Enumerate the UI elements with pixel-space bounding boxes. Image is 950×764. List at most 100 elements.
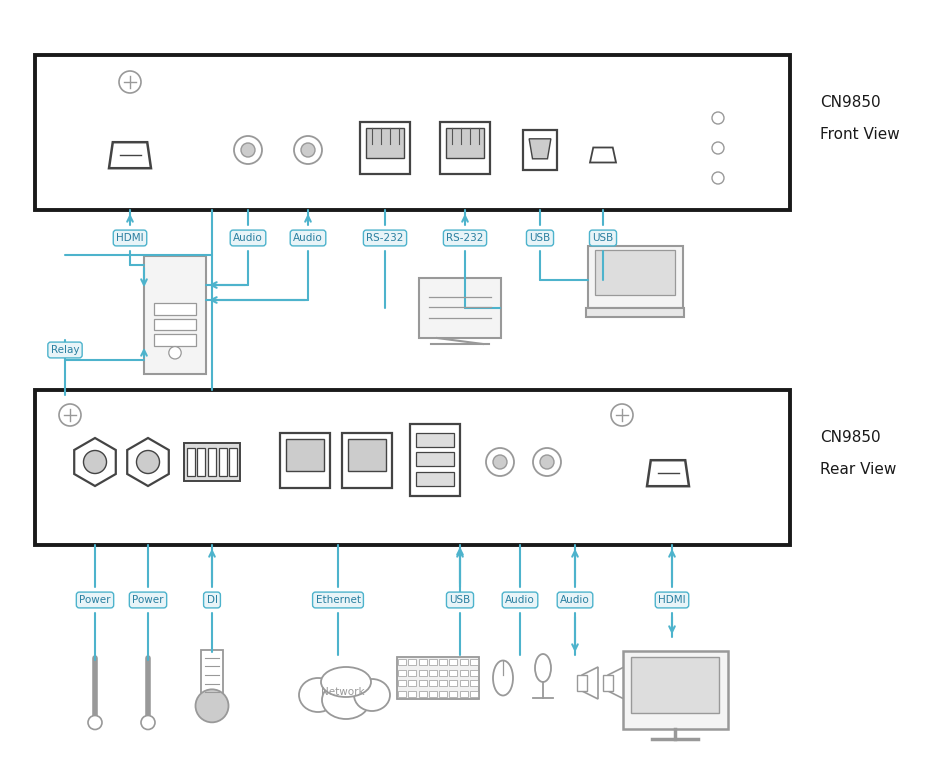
Ellipse shape [354, 679, 390, 711]
Circle shape [84, 451, 106, 474]
Bar [360, 122, 410, 174]
Bar [154, 334, 196, 345]
Bar [35, 55, 790, 210]
Circle shape [712, 142, 724, 154]
Bar [187, 448, 195, 477]
Text: USB: USB [593, 233, 614, 243]
Bar [280, 432, 330, 487]
Text: Relay: Relay [50, 345, 79, 355]
Bar [446, 128, 484, 158]
Text: RS-232: RS-232 [446, 233, 484, 243]
Text: HDMI: HDMI [658, 595, 686, 605]
Bar [449, 691, 458, 697]
Text: Network: Network [321, 687, 365, 697]
Polygon shape [529, 139, 551, 159]
Bar [218, 448, 227, 477]
Text: Audio: Audio [505, 595, 535, 605]
Bar [595, 251, 674, 295]
Text: CN9850: CN9850 [820, 429, 881, 445]
Circle shape [301, 143, 315, 157]
Circle shape [294, 136, 322, 164]
Circle shape [141, 716, 155, 730]
Bar [439, 659, 447, 665]
Bar [470, 659, 478, 665]
Polygon shape [127, 438, 169, 486]
Bar [439, 670, 447, 675]
Text: Audio: Audio [560, 595, 590, 605]
Bar [229, 448, 238, 477]
Bar [154, 319, 196, 330]
Bar [419, 670, 427, 675]
Bar [398, 659, 406, 665]
Bar [585, 308, 684, 317]
Circle shape [241, 143, 255, 157]
Bar [523, 130, 557, 170]
Circle shape [59, 404, 81, 426]
Bar [460, 659, 467, 665]
Bar [398, 670, 406, 675]
Bar [208, 448, 216, 477]
Bar [416, 471, 454, 486]
Bar [416, 452, 454, 467]
Circle shape [611, 404, 633, 426]
Bar [449, 659, 458, 665]
Bar [470, 670, 478, 675]
Polygon shape [74, 438, 116, 486]
Bar [398, 691, 406, 697]
Circle shape [712, 112, 724, 124]
Bar [408, 691, 416, 697]
Bar [286, 439, 324, 471]
Polygon shape [590, 147, 616, 163]
Ellipse shape [493, 661, 513, 695]
Bar [201, 650, 223, 704]
Bar [408, 659, 416, 665]
Bar [470, 680, 478, 686]
Bar [154, 303, 196, 315]
Ellipse shape [535, 654, 551, 682]
Bar [622, 651, 728, 729]
Text: Front View: Front View [820, 127, 900, 141]
Text: USB: USB [449, 595, 470, 605]
Circle shape [486, 448, 514, 476]
Bar [460, 670, 467, 675]
Bar [419, 278, 501, 338]
Circle shape [119, 71, 141, 93]
Text: Ethernet: Ethernet [315, 595, 360, 605]
Bar [408, 680, 416, 686]
Bar [416, 432, 454, 447]
Bar [603, 675, 613, 691]
Bar [184, 443, 240, 481]
Bar [419, 659, 427, 665]
Bar [439, 680, 447, 686]
Bar [410, 424, 460, 496]
Circle shape [137, 451, 160, 474]
Text: DI: DI [206, 595, 218, 605]
Circle shape [540, 455, 554, 469]
Bar [144, 256, 206, 374]
Bar [449, 680, 458, 686]
Bar [470, 691, 478, 697]
Bar [348, 439, 386, 471]
Bar [398, 680, 406, 686]
Text: Audio: Audio [233, 233, 263, 243]
Bar [439, 691, 447, 697]
Circle shape [234, 136, 262, 164]
Ellipse shape [299, 678, 337, 712]
Text: HDMI: HDMI [116, 233, 143, 243]
Ellipse shape [322, 681, 370, 719]
Circle shape [88, 716, 102, 730]
Bar [198, 448, 205, 477]
Text: Power: Power [79, 595, 111, 605]
Bar [428, 680, 437, 686]
Circle shape [493, 455, 507, 469]
Bar [366, 128, 404, 158]
Bar [440, 122, 490, 174]
Text: RS-232: RS-232 [367, 233, 404, 243]
Circle shape [533, 448, 561, 476]
Bar [577, 675, 587, 691]
Text: USB: USB [529, 233, 551, 243]
Bar [449, 670, 458, 675]
Text: Rear View: Rear View [820, 461, 897, 477]
Bar [428, 659, 437, 665]
Bar [631, 657, 719, 714]
